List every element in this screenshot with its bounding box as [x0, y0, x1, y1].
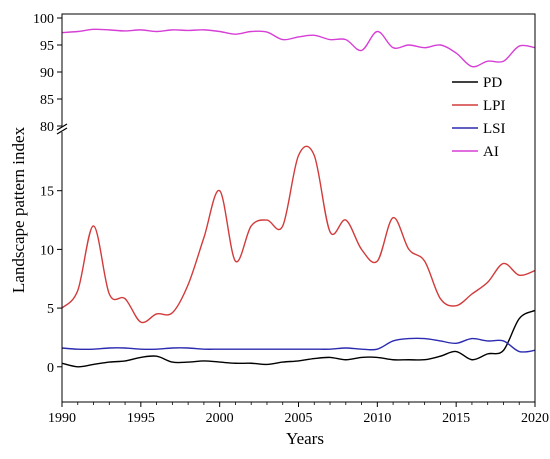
y-lower-tick-label: 0: [47, 361, 54, 376]
y-upper-tick-label: 80: [40, 120, 54, 135]
legend-label-lpi: LPI: [483, 98, 506, 114]
series-line-pd: [62, 309, 535, 368]
x-tick-label: 2010: [363, 411, 391, 426]
axis-break-mark: [56, 127, 68, 135]
x-tick-label: 1990: [48, 411, 76, 426]
axis-break-mark: [56, 123, 68, 131]
legend-label-pd: PD: [483, 75, 502, 91]
plot-frame: [61, 13, 536, 403]
y-upper-tick-label: 95: [40, 39, 54, 54]
y-lower-tick-label: 10: [40, 243, 54, 258]
y-upper-tick-label: 100: [33, 12, 54, 27]
series-line-lsi: [62, 337, 535, 353]
series-line-lpi: [62, 145, 535, 324]
series-layer: [62, 28, 535, 368]
series-line-ai: [62, 28, 535, 68]
legend: PD LPI LSI AI: [452, 75, 506, 160]
x-tick-label: 2020: [521, 411, 549, 426]
legend-label-lsi: LSI: [483, 121, 506, 137]
y-upper-tick-label: 90: [40, 66, 54, 81]
axis-break-gap: [56, 126, 68, 132]
axes: 1990 1995 2000 2005 2010 2015 2020 80 85 90 95 100 0…: [33, 12, 549, 426]
y-lower-tick-label: 5: [47, 302, 54, 317]
x-axis-title: Years: [286, 429, 324, 448]
x-tick-label: 2000: [206, 411, 234, 426]
y-upper-tick-label: 85: [40, 93, 54, 108]
legend-label-ai: AI: [483, 144, 499, 160]
y-axis-title: Landscape pattern index: [9, 126, 28, 293]
x-tick-label: 1995: [127, 411, 155, 426]
y-lower-tick-label: 15: [40, 185, 54, 200]
x-tick-label: 2015: [442, 411, 470, 426]
x-tick-label: 2005: [285, 411, 313, 426]
